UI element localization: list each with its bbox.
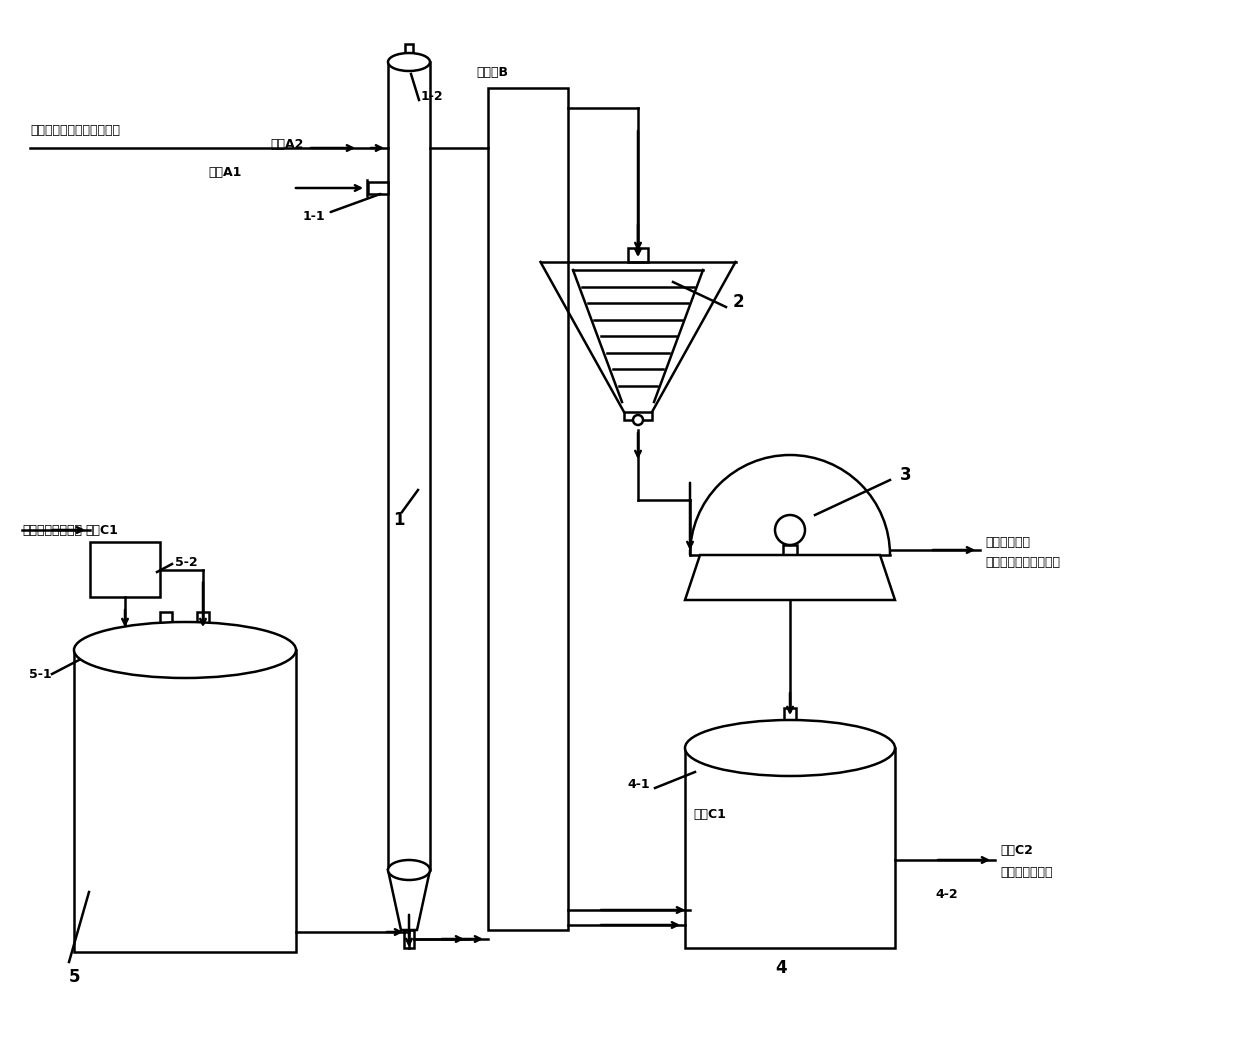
Bar	[489, 88, 568, 930]
Text: 1: 1	[393, 511, 404, 529]
Text: 1-1: 1-1	[303, 210, 326, 222]
Polygon shape	[388, 870, 430, 930]
Text: 1-2: 1-2	[422, 90, 444, 104]
Text: 4: 4	[775, 959, 786, 977]
Text: 饱和或接近饱和的精盐溶液: 饱和或接近饱和的精盐溶液	[30, 124, 120, 136]
Bar	[74, 650, 296, 952]
Bar	[368, 181, 388, 194]
Bar	[197, 612, 210, 630]
Bar	[388, 62, 430, 870]
Circle shape	[632, 415, 644, 425]
Ellipse shape	[388, 53, 430, 71]
Text: 去钟盐生产工序: 去钟盐生产工序	[999, 865, 1053, 878]
Text: 5-1: 5-1	[29, 667, 52, 681]
Text: 5-2: 5-2	[175, 556, 197, 569]
Text: 4-1: 4-1	[627, 778, 650, 792]
Text: 3: 3	[900, 466, 911, 484]
Polygon shape	[684, 555, 895, 600]
Bar	[624, 412, 652, 420]
Bar	[627, 248, 649, 262]
Bar	[782, 545, 797, 555]
Bar	[684, 748, 895, 948]
Bar	[160, 612, 172, 630]
Text: 溡液C1: 溡液C1	[693, 809, 725, 821]
Bar	[91, 542, 160, 597]
Text: 原料固体碳酸氮颐: 原料固体碳酸氮颐	[22, 523, 82, 536]
Text: 5: 5	[69, 968, 81, 986]
Text: 溡液A1: 溡液A1	[208, 167, 242, 179]
Bar	[784, 708, 796, 728]
Text: 溡液A2: 溡液A2	[270, 137, 304, 150]
Text: 4-2: 4-2	[935, 889, 957, 901]
Ellipse shape	[74, 622, 296, 678]
Ellipse shape	[684, 720, 895, 776]
Ellipse shape	[388, 860, 430, 880]
Text: 2: 2	[733, 293, 745, 311]
Text: 去小苏打后续生产工序: 去小苏打后续生产工序	[985, 556, 1060, 569]
Text: 取出液B: 取出液B	[476, 66, 508, 80]
Circle shape	[775, 515, 805, 545]
Bar	[404, 930, 414, 948]
Bar	[405, 44, 413, 62]
Text: 固体碳酸氮颐: 固体碳酸氮颐	[985, 535, 1030, 549]
Text: 溡液C2: 溡液C2	[999, 843, 1033, 856]
Text: 溡液C1: 溡液C1	[86, 523, 118, 536]
